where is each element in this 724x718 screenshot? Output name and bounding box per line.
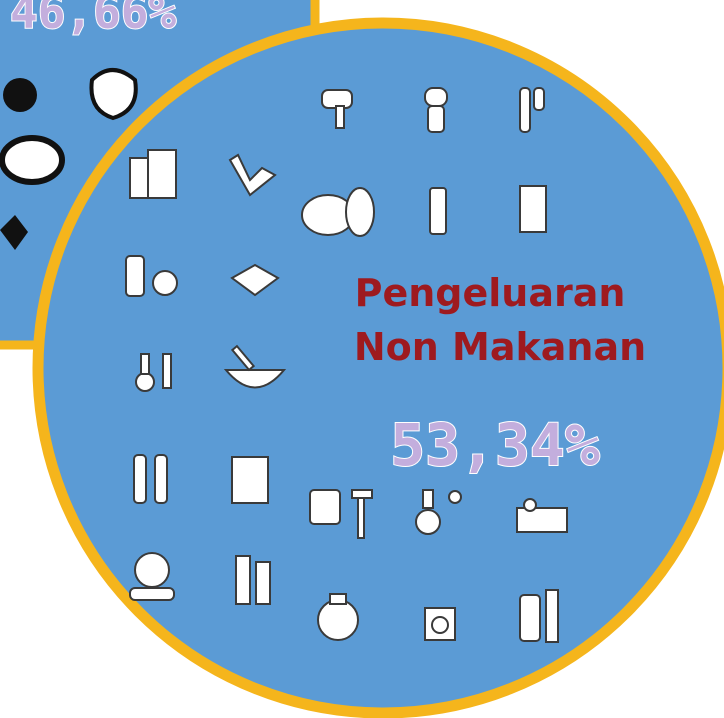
main-percentage: 53,34% — [390, 411, 600, 479]
cosmetic-icons — [125, 87, 568, 643]
title-line: Pengeluaran — [355, 271, 626, 315]
title-line: Non Makanan — [354, 325, 646, 369]
food-icons — [0, 68, 138, 250]
main-circle: Pengeluaran Non Makanan 53,34% — [32, 17, 724, 718]
circle-background — [32, 17, 724, 718]
left-percentage: 46,66% — [10, 0, 176, 39]
